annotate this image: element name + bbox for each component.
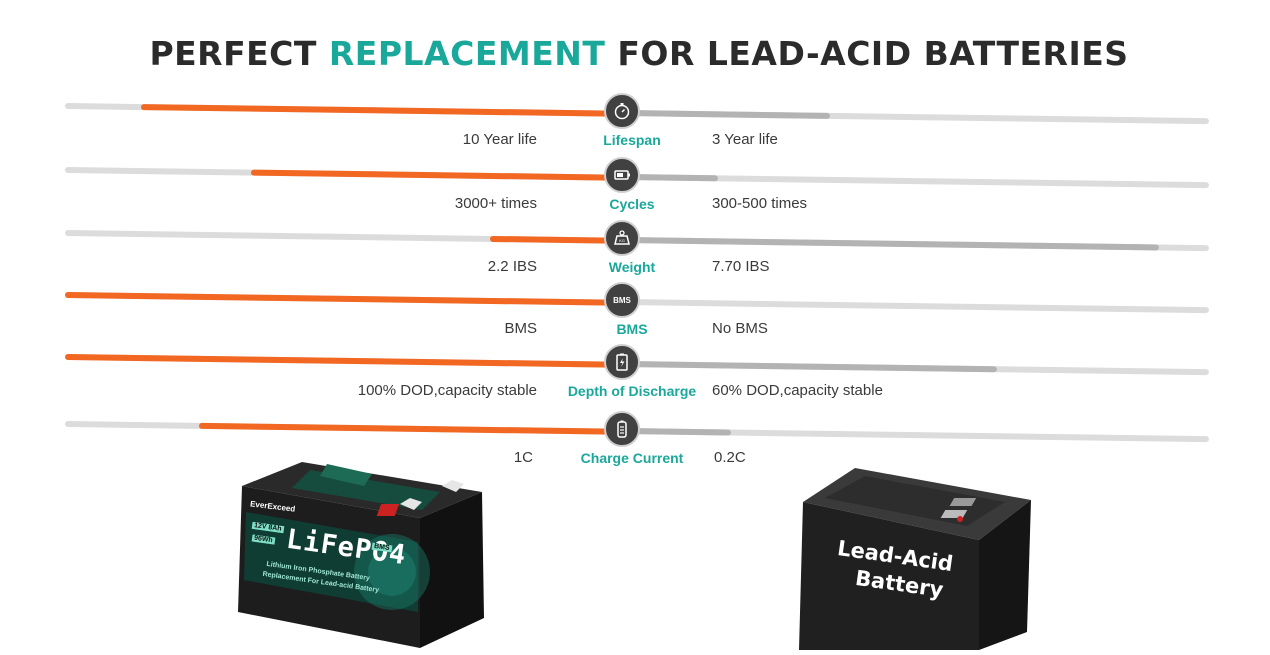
metric-label: Cycles <box>609 196 655 212</box>
metric-label: Weight <box>608 259 656 275</box>
lifepo4-track <box>64 354 622 368</box>
lead-acid-bar <box>621 237 1159 251</box>
metric-label: BMS <box>616 321 648 337</box>
lifepo4-value: 1C <box>513 449 533 466</box>
bms-icon: BMS <box>604 282 640 318</box>
lifepo4-value: 100% DOD,capacity stable <box>357 382 537 399</box>
lead-acid-track <box>621 428 1209 443</box>
lead-acid-track <box>621 110 1209 125</box>
stopwatch-icon <box>604 93 640 129</box>
lead-acid-value: 60% DOD,capacity stable <box>712 382 883 399</box>
lifepo4-bar <box>489 235 622 244</box>
page-title: PERFECT REPLACEMENT FOR LEAD-ACID BATTER… <box>0 34 1270 73</box>
lead-acid-bar <box>621 361 998 373</box>
title-part2: FOR LEAD-ACID BATTERIES <box>605 34 1129 73</box>
title-part1: PERFECT <box>149 34 329 73</box>
lifepo4-track <box>64 292 622 306</box>
metric-label: Depth of Discharge <box>567 383 697 399</box>
lifepo4-bar <box>64 354 622 368</box>
charge-battery-icon <box>604 411 640 447</box>
lead-acid-value: 300-500 times <box>712 195 808 212</box>
lead-acid-track <box>621 174 1209 189</box>
lifepo4-track <box>64 167 622 181</box>
lifepo4-bar <box>198 422 622 435</box>
title-highlight: REPLACEMENT <box>328 34 606 73</box>
comparison-row-charge-current: 1C Charge Current 0.2C <box>0 411 1270 473</box>
lifepo4-track <box>64 421 622 435</box>
lead-acid-track <box>621 237 1209 252</box>
lead-acid-bar <box>621 110 831 119</box>
lifepo4-track <box>64 103 622 117</box>
battery-cycle-icon <box>604 157 640 193</box>
metric-label: Charge Current <box>580 450 684 466</box>
lead-acid-value: 7.70 IBS <box>712 258 770 275</box>
lead-acid-value: 0.2C <box>714 449 746 466</box>
comparison-row-depth-of-discharge: 100% DOD,capacity stable Depth of Discha… <box>0 344 1270 406</box>
lifepo4-bar <box>64 292 622 306</box>
comparison-row-bms: BMS BMS BMS No BMS <box>0 282 1270 344</box>
lifepo4-track <box>64 230 622 244</box>
lead-acid-value: 3 Year life <box>712 131 778 148</box>
lifepo4-bar <box>140 104 622 117</box>
lifepo4-value: 10 Year life <box>462 131 537 148</box>
lead-acid-track <box>621 299 1209 314</box>
lead-acid-battery-image: Lead-Acid Battery <box>795 462 1035 650</box>
metric-label: Lifespan <box>603 132 661 148</box>
comparison-row-weight: KG 2.2 IBS Weight 7.70 IBS <box>0 220 1270 282</box>
lifepo4-value: 3000+ times <box>454 195 537 212</box>
weight-icon: KG <box>604 220 640 256</box>
discharge-icon <box>604 344 640 380</box>
lifepo4-bar <box>250 169 622 181</box>
svg-text:KG: KG <box>619 238 625 243</box>
bms-icon-text: BMS <box>613 295 631 305</box>
comparison-row-cycles: 3000+ times Cycles 300-500 times <box>0 157 1270 219</box>
lifepo4-value: 2.2 IBS <box>487 258 537 275</box>
lead-acid-value: No BMS <box>712 320 768 337</box>
comparison-row-lifespan: 10 Year life Lifespan 3 Year life <box>0 93 1270 155</box>
lifepo4-value: BMS <box>504 320 537 337</box>
lifepo4-battery-image: EverExceed 12V 8Ah 96Wh LiFePO4 BMS Lith… <box>232 452 492 650</box>
lead-acid-track <box>621 361 1209 376</box>
